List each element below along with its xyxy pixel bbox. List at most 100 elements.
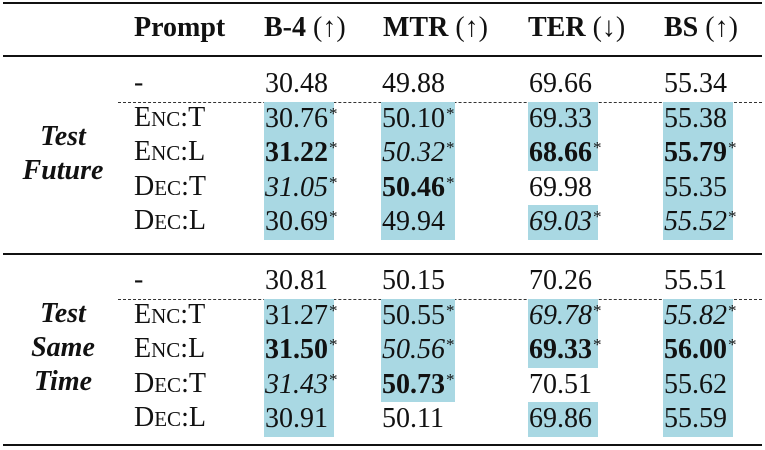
prompt-smallcaps: EC (154, 372, 182, 397)
prompt-cell: - (134, 66, 143, 100)
metric-value: 55.51 (664, 265, 727, 296)
metric-value: 50.56 (382, 334, 445, 366)
metric-value: 31.43 (265, 368, 328, 400)
significance-star: * (329, 369, 338, 389)
metric-cell-b4: 31.27* (264, 298, 338, 334)
prompt-cell: ENC:L (134, 135, 205, 170)
metric-cell-ter: 70.51 (528, 368, 598, 403)
significance-star: * (446, 172, 455, 192)
prompt-suffix: :T (180, 101, 206, 133)
significance-star: * (329, 172, 338, 192)
metric-cell-ter: 70.26 (528, 264, 598, 299)
significance-star: * (329, 300, 338, 320)
metric-value: 30.69 (265, 206, 328, 238)
metric-cell-bs: 55.38 (663, 101, 733, 137)
significance-star: * (329, 335, 338, 355)
prompt-smallcaps: EC (154, 210, 182, 235)
metric-value: 50.11 (382, 403, 444, 435)
significance-star: * (329, 103, 338, 123)
header-bs: BS (↑) (664, 11, 738, 45)
prompt-initial: E (134, 298, 152, 330)
prompt-suffix: :L (181, 205, 206, 237)
metric-value: 55.52 (664, 206, 727, 238)
prompt-smallcaps: EC (154, 175, 182, 200)
metric-cell-mtr: 50.55* (381, 298, 455, 334)
prompt-initial: D (134, 402, 155, 434)
metric-cell-ter: 69.98 (528, 171, 598, 206)
metric-value: 50.32 (382, 137, 445, 169)
metric-value: 30.48 (265, 68, 328, 99)
metric-value: 55.38 (664, 102, 727, 134)
prompt-initial: E (134, 333, 152, 365)
prompt-cell: ENC:L (134, 332, 205, 367)
significance-star: * (446, 369, 455, 389)
metric-value: 69.86 (529, 403, 592, 435)
prompt-suffix: :T (181, 367, 206, 399)
metric-value: 31.22 (265, 137, 328, 169)
metric-cell-b4: 31.43* (264, 367, 338, 403)
metric-value: 31.27 (265, 299, 328, 331)
metric-cell-bs: 55.59 (663, 402, 733, 437)
metric-cell-b4: 30.91 (264, 402, 334, 437)
metric-value: 69.78 (529, 299, 592, 331)
prompt-suffix: :T (180, 298, 206, 330)
header-b4: B-4 (↑) (264, 11, 346, 45)
prompt-initial: - (134, 67, 144, 98)
group-label-line: Same (31, 332, 95, 363)
prompt-initial: D (134, 367, 155, 399)
metric-value: 30.81 (265, 265, 328, 296)
prompt-smallcaps: NC (151, 338, 181, 363)
metric-cell-ter: 69.33 (528, 101, 598, 137)
metric-cell-mtr: 50.11 (381, 402, 455, 437)
prompt-initial: E (134, 101, 152, 133)
prompt-smallcaps: NC (151, 141, 181, 166)
metric-cell-bs: 56.00* (663, 333, 737, 368)
metric-value: 55.35 (664, 171, 727, 203)
header-ter: TER (↓) (528, 11, 625, 45)
metric-value: 50.73 (382, 368, 445, 400)
metric-value: 50.15 (382, 265, 445, 296)
header-mtr-arrow: (↑) (455, 12, 488, 43)
header-rule (3, 55, 762, 57)
metric-cell-bs: 55.34 (663, 67, 733, 102)
prompt-cell: DEC:L (134, 204, 206, 239)
significance-star: * (446, 335, 455, 355)
metric-cell-bs: 55.62 (663, 367, 733, 403)
header-bs-arrow: (↑) (705, 12, 738, 43)
prompt-cell: DEC:L (134, 401, 206, 436)
metric-cell-mtr: 50.73* (381, 367, 455, 403)
metric-value: 69.33 (529, 102, 592, 134)
metric-value: 55.82 (664, 299, 727, 331)
prompt-initial: D (134, 170, 155, 202)
metric-value: 49.94 (382, 206, 445, 238)
metric-cell-ter: 68.66* (528, 136, 602, 171)
significance-star: * (446, 138, 455, 158)
prompt-cell: - (134, 263, 143, 297)
metric-cell-b4: 31.22* (264, 136, 338, 171)
header-mtr-name: MTR (383, 12, 449, 43)
header-prompt: Prompt (134, 12, 226, 43)
prompt-suffix: :T (181, 170, 206, 202)
significance-star: * (728, 300, 737, 320)
group-label-line: Time (33, 366, 93, 397)
metric-value: 50.10 (382, 102, 445, 134)
top-rule (3, 2, 762, 4)
significance-star: * (593, 207, 602, 227)
metric-cell-bs: 55.52* (663, 205, 737, 240)
metric-cell-ter: 69.78* (528, 298, 602, 334)
prompt-smallcaps: NC (151, 303, 181, 328)
metric-cell-mtr: 50.15 (381, 264, 455, 299)
group-label-line: Future (22, 155, 104, 186)
metric-cell-bs: 55.79* (663, 136, 737, 171)
significance-star: * (593, 300, 602, 320)
prompt-cell: DEC:T (134, 367, 206, 402)
metric-cell-mtr: 49.94 (381, 205, 455, 240)
metric-value: 55.34 (664, 68, 727, 99)
metric-value: 30.76 (265, 102, 328, 134)
prompt-cell: ENC:T (134, 298, 205, 333)
metric-cell-bs: 55.51 (663, 264, 733, 299)
metric-value: 55.79 (664, 137, 727, 169)
bottom-rule (3, 444, 762, 446)
header-ter-name: TER (528, 12, 586, 43)
metric-cell-b4: 31.50* (264, 333, 338, 368)
